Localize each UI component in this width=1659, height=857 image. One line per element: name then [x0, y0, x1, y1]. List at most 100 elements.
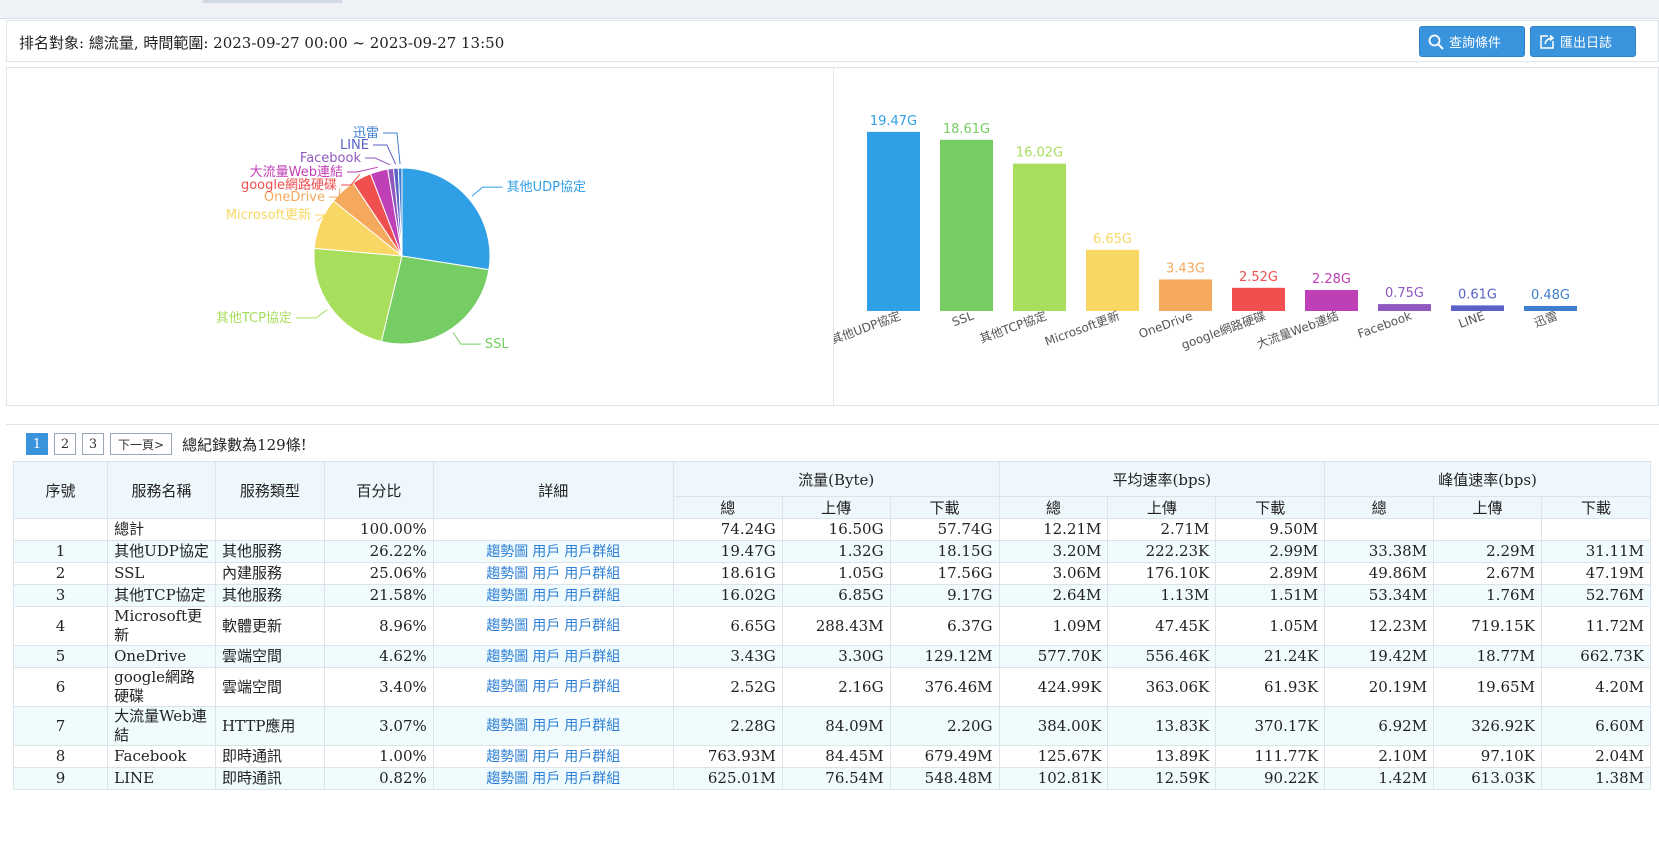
row-traffic-total: 6.65G [672, 606, 783, 646]
table-row: 6 google網路硬碟 雲端空間 3.40% 趨勢圖 用戶 用戶群組 2.52G 2.16G 3… [12, 667, 1652, 707]
row-traffic-up: 3.30G [781, 645, 891, 668]
trend-chart-link[interactable]: 趨勢圖 [486, 718, 529, 734]
next-page-button[interactable]: 下一頁> [110, 433, 173, 455]
pie-slice-1[interactable] [380, 255, 490, 345]
row-service-type: 軟體更新 [214, 606, 325, 646]
header-detail: 詳細 [432, 461, 674, 519]
users-link[interactable]: 用戶 [532, 718, 561, 734]
user-groups-link[interactable]: 用戶群組 [564, 543, 621, 560]
row-traffic-down: 18.15G [889, 540, 1000, 563]
user-groups-link[interactable]: 用戶群組 [564, 565, 621, 582]
pie-leader-line [373, 144, 397, 165]
pie-slice-9[interactable] [397, 167, 403, 257]
pie-label: SSL [485, 337, 510, 352]
bar-category-label: Facebook [1356, 309, 1414, 341]
bar-2[interactable] [1013, 163, 1066, 311]
row-avg-up: 13.83K [1107, 706, 1217, 746]
row-avg-up: 1.13M [1107, 584, 1217, 607]
trend-chart-link[interactable]: 趨勢圖 [486, 543, 529, 560]
bar-7[interactable] [1378, 304, 1431, 311]
row-percentage: 1.00% [323, 745, 434, 768]
user-groups-link[interactable]: 用戶群組 [564, 587, 621, 604]
users-link[interactable]: 用戶 [532, 565, 561, 582]
pie-leader-line [365, 157, 391, 166]
row-service-name: Facebook [107, 745, 216, 768]
total-records-text: 總紀錄數為129條! [182, 435, 307, 454]
row-detail: 趨勢圖 用戶 用戶群組 [432, 562, 674, 585]
row-avg-down: 111.77K [1215, 745, 1326, 768]
row-index: 8 [12, 745, 109, 768]
row-percentage: 21.58% [323, 584, 434, 607]
row-percentage: 26.22% [323, 540, 434, 563]
bar-data-label: 19.47G [870, 114, 917, 129]
trend-chart-link[interactable]: 趨勢圖 [486, 770, 529, 787]
trend-chart-link[interactable]: 趨勢圖 [486, 618, 529, 634]
user-groups-link[interactable]: 用戶群組 [564, 679, 621, 695]
users-link[interactable]: 用戶 [532, 543, 561, 560]
trend-chart-link[interactable]: 趨勢圖 [486, 679, 529, 695]
users-link[interactable]: 用戶 [532, 748, 561, 765]
table-row: 9 LINE 即時通訊 0.82% 趨勢圖 用戶 用戶群組 625.01M 76.54M 548.… [12, 767, 1652, 790]
filter-bar: 排名對象: 總流量, 時間範圍: 2023-09-27 00:00 ~ 2023… [6, 20, 1659, 62]
summary-type [214, 518, 325, 541]
user-groups-link[interactable]: 用戶群組 [564, 648, 621, 665]
page-3-button[interactable]: 3 [82, 433, 104, 455]
bar-1[interactable] [940, 139, 993, 311]
user-groups-link[interactable]: 用戶群組 [564, 770, 621, 787]
row-avg-down: 2.99M [1215, 540, 1326, 563]
bar-data-label: 16.02G [1016, 146, 1063, 161]
row-peak-total: 20.19M [1324, 667, 1435, 707]
pie-leader-line [383, 132, 401, 165]
page-2-button[interactable]: 2 [54, 433, 76, 455]
table-row: 8 Facebook 即時通訊 1.00% 趨勢圖 用戶 用戶群組 763.93M 84.45M… [12, 745, 1652, 768]
bar-category-label: 大流量Web連結 [1255, 309, 1341, 352]
table-header-row: 序號 服務名稱 服務類型 百分比 詳細 流量(Byte) 平均速率(bps) 峰… [12, 461, 1651, 519]
users-link[interactable]: 用戶 [532, 770, 561, 787]
row-peak-total: 12.23M [1324, 606, 1435, 646]
user-groups-link[interactable]: 用戶群組 [564, 748, 621, 765]
export-log-button[interactable]: 匯出日誌 [1530, 26, 1636, 57]
trend-chart-link[interactable]: 趨勢圖 [486, 565, 529, 582]
row-peak-total: 49.86M [1324, 562, 1435, 585]
user-groups-link[interactable]: 用戶群組 [564, 718, 621, 734]
bar-0[interactable] [867, 131, 920, 311]
users-link[interactable]: 用戶 [532, 679, 561, 695]
users-link[interactable]: 用戶 [532, 648, 561, 665]
bar-3[interactable] [1086, 249, 1139, 311]
trend-chart-link[interactable]: 趨勢圖 [486, 587, 529, 604]
summary-row: 總計 100.00% 74.24G 16.50G 57.74G 12.21M 2… [12, 518, 1652, 541]
summary-label: 總計 [107, 518, 216, 541]
pie-leader-line [295, 309, 328, 319]
row-service-name: google網路硬碟 [107, 667, 216, 707]
bar-6[interactable] [1305, 290, 1358, 311]
users-link[interactable]: 用戶 [532, 587, 561, 604]
query-conditions-button[interactable]: 查詢條件 [1419, 26, 1525, 57]
row-traffic-total: 18.61G [672, 562, 783, 585]
bar-8[interactable] [1451, 305, 1504, 311]
row-peak-up: 613.03K [1433, 767, 1542, 790]
pie-leader-line [341, 173, 361, 186]
trend-chart-link[interactable]: 趨勢圖 [486, 748, 529, 765]
trend-chart-link[interactable]: 趨勢圖 [486, 648, 529, 665]
user-groups-link[interactable]: 用戶群組 [564, 618, 621, 634]
pie-slice-2[interactable] [313, 247, 403, 343]
bar-5[interactable] [1232, 287, 1285, 311]
export-button-label: 匯出日誌 [1560, 36, 1613, 51]
row-avg-down: 2.89M [1215, 562, 1326, 585]
header-percentage: 百分比 [323, 461, 434, 519]
bar-9[interactable] [1524, 306, 1577, 311]
row-avg-total: 3.06M [998, 562, 1109, 585]
row-service-name: Microsoft更新 [107, 606, 216, 646]
header-service-name: 服務名稱 [107, 461, 216, 519]
row-traffic-up: 6.85G [781, 584, 891, 607]
row-avg-total: 577.70K [998, 645, 1109, 668]
row-avg-down: 370.17K [1215, 706, 1326, 746]
pie-slice-0[interactable] [401, 167, 491, 271]
row-avg-total: 125.67K [998, 745, 1109, 768]
users-link[interactable]: 用戶 [532, 618, 561, 634]
page-1-button[interactable]: 1 [26, 433, 48, 455]
export-icon [1540, 34, 1555, 49]
bar-4[interactable] [1159, 279, 1212, 311]
pie-leader-line [329, 188, 341, 198]
header-peak-up: 上傳 [1433, 496, 1542, 519]
